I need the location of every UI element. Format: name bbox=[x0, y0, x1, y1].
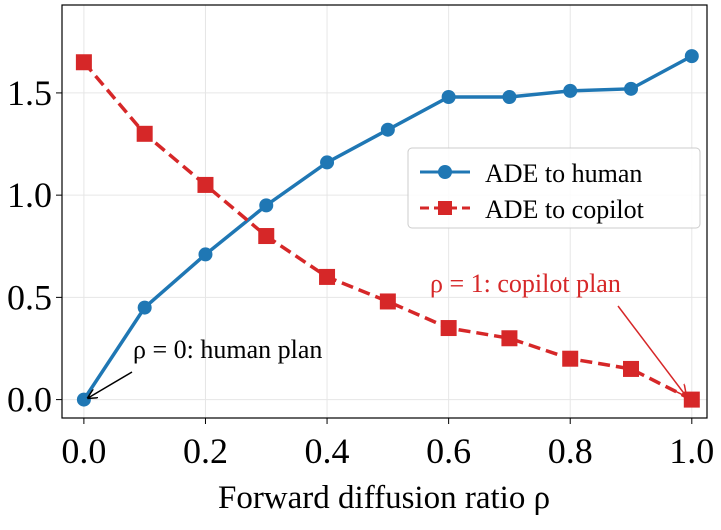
data-point-ade-to-human bbox=[684, 49, 699, 64]
data-point-ade-to-human bbox=[563, 83, 578, 98]
x-tick-label: 0.4 bbox=[305, 431, 350, 471]
legend-label-ade-to-copilot: ADE to copilot bbox=[485, 195, 645, 224]
x-tick-label: 1.0 bbox=[669, 431, 714, 471]
data-point-ade-to-human bbox=[624, 81, 639, 96]
data-point-ade-to-human bbox=[76, 392, 91, 407]
data-point-ade-to-human bbox=[259, 198, 274, 213]
data-point-ade-to-copilot bbox=[562, 350, 579, 367]
annotation-copilot-plan-text: ρ = 1: copilot plan bbox=[430, 269, 621, 298]
data-point-ade-to-human bbox=[198, 247, 213, 262]
y-tick-label: 1.5 bbox=[7, 73, 52, 113]
legend-marker-ade-to-copilot bbox=[438, 201, 452, 215]
data-point-ade-to-human bbox=[380, 122, 395, 137]
y-tick-label: 0.0 bbox=[7, 380, 52, 420]
data-point-ade-to-copilot bbox=[623, 360, 640, 377]
data-point-ade-to-copilot bbox=[379, 293, 396, 310]
annotation-copilot-plan: ρ = 1: copilot plan bbox=[430, 269, 686, 396]
data-point-ade-to-copilot bbox=[440, 320, 457, 337]
data-point-ade-to-copilot bbox=[197, 176, 214, 193]
data-point-ade-to-copilot bbox=[683, 391, 700, 408]
legend-label-ade-to-human: ADE to human bbox=[485, 159, 642, 188]
x-axis-label: Forward diffusion ratio ρ bbox=[218, 480, 550, 516]
data-point-ade-to-human bbox=[320, 155, 335, 170]
annotation-human-plan-text: ρ = 0: human plan bbox=[133, 335, 322, 364]
data-point-ade-to-human bbox=[441, 90, 456, 105]
data-point-ade-to-copilot bbox=[501, 330, 518, 347]
x-tick-label: 0.0 bbox=[61, 431, 106, 471]
data-point-ade-to-human bbox=[502, 90, 517, 105]
data-point-ade-to-copilot bbox=[75, 54, 92, 71]
x-tick-label: 0.2 bbox=[183, 431, 228, 471]
annotation-human-plan: ρ = 0: human plan bbox=[88, 335, 322, 398]
x-tick-label: 0.8 bbox=[548, 431, 593, 471]
legend-marker-ade-to-human bbox=[438, 165, 452, 179]
data-point-ade-to-human bbox=[137, 300, 152, 315]
data-point-ade-to-copilot bbox=[258, 228, 275, 245]
data-point-ade-to-copilot bbox=[136, 125, 153, 142]
y-tick-label: 1.0 bbox=[7, 175, 52, 215]
legend: ADE to human ADE to copilot bbox=[407, 147, 701, 229]
y-tick-label: 0.5 bbox=[7, 277, 52, 317]
data-point-ade-to-copilot bbox=[319, 268, 336, 285]
series-line-ade-to-copilot bbox=[82, 61, 693, 402]
x-tick-label: 0.6 bbox=[426, 431, 471, 471]
plot-frame bbox=[61, 4, 708, 419]
